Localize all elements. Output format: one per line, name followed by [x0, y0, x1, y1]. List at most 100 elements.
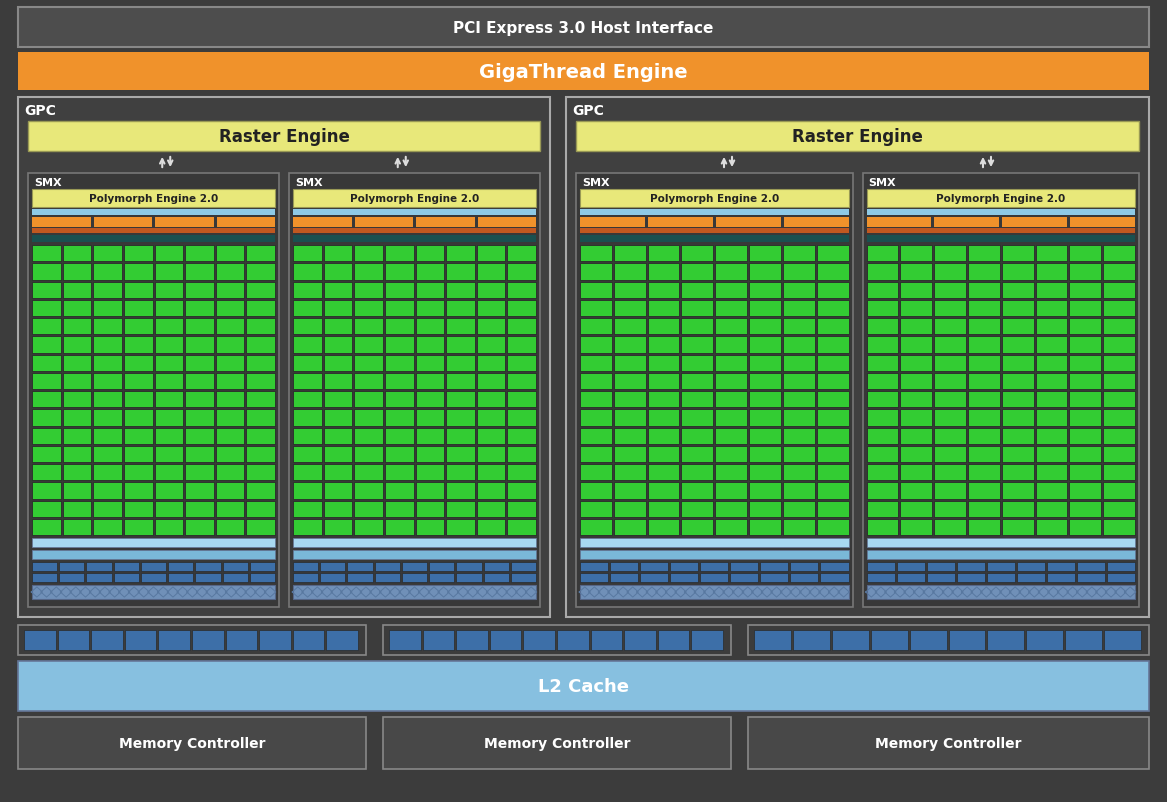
Bar: [648, 391, 679, 407]
Bar: [32, 410, 61, 426]
Bar: [817, 483, 848, 499]
Bar: [1070, 217, 1135, 228]
Bar: [580, 391, 612, 407]
Bar: [934, 373, 966, 390]
Bar: [141, 573, 166, 582]
Bar: [323, 464, 352, 480]
Bar: [927, 573, 955, 582]
Bar: [323, 245, 352, 262]
Bar: [1001, 282, 1034, 298]
Bar: [817, 337, 848, 353]
Bar: [648, 337, 679, 353]
Bar: [967, 428, 1000, 444]
Bar: [957, 562, 985, 571]
Bar: [614, 337, 645, 353]
Bar: [124, 428, 153, 444]
Bar: [715, 410, 747, 426]
Bar: [415, 464, 445, 480]
Bar: [580, 446, 612, 463]
Bar: [648, 483, 679, 499]
Bar: [124, 501, 153, 517]
Bar: [293, 301, 322, 317]
Bar: [385, 464, 413, 480]
Bar: [323, 483, 352, 499]
Bar: [446, 519, 475, 535]
Bar: [18, 626, 366, 655]
Bar: [749, 410, 781, 426]
Bar: [508, 318, 536, 334]
Bar: [186, 464, 214, 480]
Bar: [934, 301, 966, 317]
Bar: [477, 282, 505, 298]
Bar: [93, 446, 121, 463]
Bar: [1065, 630, 1102, 650]
Bar: [446, 464, 475, 480]
Bar: [820, 562, 848, 571]
Bar: [682, 301, 713, 317]
Bar: [25, 630, 56, 650]
Bar: [900, 245, 932, 262]
Text: Raster Engine: Raster Engine: [218, 128, 349, 146]
Bar: [1103, 483, 1135, 499]
Bar: [832, 630, 868, 650]
Bar: [293, 217, 351, 228]
Bar: [446, 318, 475, 334]
Bar: [682, 337, 713, 353]
Bar: [32, 519, 61, 535]
Bar: [508, 483, 536, 499]
Bar: [154, 410, 183, 426]
Bar: [186, 446, 214, 463]
Bar: [385, 282, 413, 298]
Bar: [934, 519, 966, 535]
Bar: [1103, 355, 1135, 371]
Bar: [783, 301, 815, 317]
Bar: [1103, 318, 1135, 334]
Bar: [385, 373, 413, 390]
Bar: [934, 501, 966, 517]
Bar: [576, 174, 853, 607]
Bar: [124, 464, 153, 480]
Text: Memory Controller: Memory Controller: [875, 736, 1022, 750]
Bar: [817, 245, 848, 262]
Bar: [323, 373, 352, 390]
Bar: [896, 562, 924, 571]
Bar: [1107, 573, 1135, 582]
Bar: [934, 391, 966, 407]
Bar: [524, 630, 555, 650]
Bar: [867, 585, 1135, 599]
Bar: [715, 519, 747, 535]
Bar: [246, 373, 275, 390]
Bar: [1077, 562, 1105, 571]
Bar: [246, 282, 275, 298]
Bar: [186, 501, 214, 517]
Bar: [641, 573, 669, 582]
Bar: [900, 373, 932, 390]
Bar: [124, 410, 153, 426]
Bar: [86, 562, 112, 571]
Bar: [900, 264, 932, 280]
Bar: [1035, 410, 1068, 426]
Bar: [293, 245, 322, 262]
Bar: [614, 391, 645, 407]
Bar: [93, 355, 121, 371]
Bar: [648, 464, 679, 480]
Bar: [1035, 282, 1068, 298]
Bar: [715, 264, 747, 280]
Bar: [817, 318, 848, 334]
Bar: [749, 373, 781, 390]
Bar: [1001, 519, 1034, 535]
Bar: [63, 446, 91, 463]
Bar: [63, 464, 91, 480]
Bar: [715, 337, 747, 353]
Bar: [415, 318, 445, 334]
Bar: [614, 355, 645, 371]
Bar: [456, 630, 488, 650]
Bar: [63, 519, 91, 535]
Bar: [154, 446, 183, 463]
Bar: [293, 538, 536, 547]
Bar: [32, 428, 61, 444]
Bar: [934, 355, 966, 371]
Bar: [508, 391, 536, 407]
Bar: [682, 318, 713, 334]
Bar: [610, 562, 638, 571]
